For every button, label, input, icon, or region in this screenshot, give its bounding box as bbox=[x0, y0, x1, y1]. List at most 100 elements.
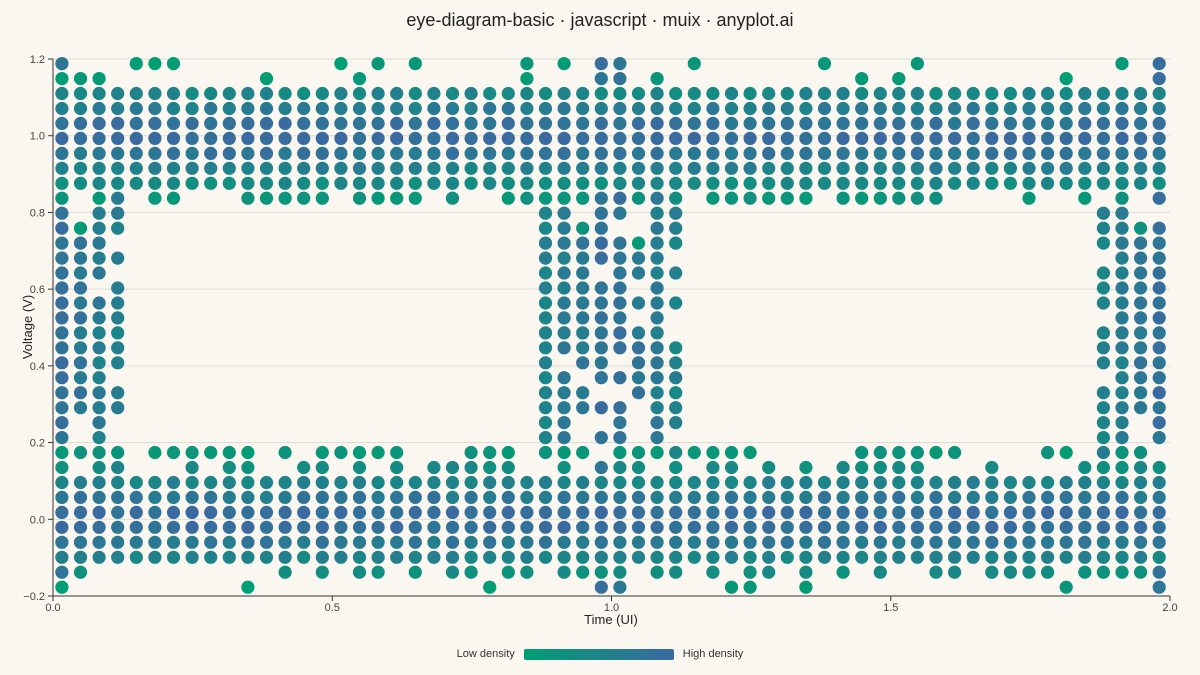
density-dot bbox=[687, 445, 701, 460]
density-dot bbox=[1003, 116, 1018, 130]
density-dot bbox=[129, 505, 143, 519]
density-dot bbox=[1152, 296, 1166, 310]
density-dot bbox=[650, 176, 664, 190]
density-dot bbox=[315, 490, 329, 504]
density-dot bbox=[334, 57, 348, 71]
density-dot bbox=[1134, 101, 1148, 116]
density-dot bbox=[743, 116, 757, 130]
density-dot bbox=[687, 146, 701, 160]
density-dot bbox=[427, 161, 441, 175]
density-dot bbox=[1115, 146, 1129, 160]
density-dot bbox=[111, 281, 125, 295]
density-dot bbox=[910, 131, 925, 145]
density-dot bbox=[669, 490, 683, 504]
density-dot bbox=[557, 236, 571, 250]
density-dot bbox=[799, 520, 813, 534]
density-dot bbox=[538, 550, 553, 564]
density-dot bbox=[1134, 505, 1148, 519]
density-dot bbox=[241, 520, 255, 534]
density-dot bbox=[966, 101, 980, 116]
density-dot bbox=[687, 57, 701, 71]
density-dot bbox=[799, 565, 813, 579]
density-dot bbox=[966, 535, 980, 549]
density-dot bbox=[1096, 266, 1110, 280]
density-dot bbox=[464, 520, 478, 534]
density-dot bbox=[1022, 535, 1036, 549]
density-dot bbox=[408, 520, 422, 534]
density-dot bbox=[501, 505, 515, 519]
density-dot bbox=[650, 251, 664, 265]
density-dot bbox=[1115, 356, 1129, 370]
density-dot bbox=[241, 550, 255, 564]
legend-high-label: High density bbox=[682, 648, 744, 660]
density-dot bbox=[334, 490, 348, 504]
density-dot bbox=[1096, 161, 1110, 175]
density-dot bbox=[148, 176, 162, 190]
density-dot bbox=[259, 505, 274, 519]
density-dot bbox=[1115, 341, 1129, 355]
density-dot bbox=[929, 131, 943, 145]
density-dot bbox=[650, 341, 664, 355]
density-dot bbox=[576, 445, 590, 460]
density-dot bbox=[352, 101, 367, 116]
density-dot bbox=[148, 475, 162, 490]
density-dot bbox=[836, 161, 850, 175]
density-dot bbox=[948, 535, 962, 549]
density-dot bbox=[1115, 191, 1129, 205]
y-tick-label-1: 0.0 bbox=[30, 514, 45, 526]
density-dot bbox=[352, 520, 367, 534]
x-tick-label-3: 1.5 bbox=[883, 602, 898, 614]
density-dot bbox=[910, 445, 925, 460]
density-dot bbox=[1134, 356, 1148, 370]
density-dot bbox=[278, 505, 292, 519]
density-dot bbox=[724, 475, 739, 490]
density-dot bbox=[111, 445, 125, 460]
density-dot bbox=[408, 57, 422, 71]
density-dot bbox=[910, 176, 925, 190]
density-dot bbox=[817, 176, 832, 190]
density-dot bbox=[538, 296, 553, 310]
density-dot bbox=[390, 475, 404, 490]
density-dot bbox=[966, 490, 980, 504]
density-dot bbox=[762, 161, 776, 175]
density-dot bbox=[371, 445, 385, 460]
density-dot bbox=[1059, 550, 1073, 564]
density-dot bbox=[111, 386, 125, 400]
density-dot bbox=[1152, 371, 1166, 385]
density-dot bbox=[520, 116, 534, 130]
density-dot bbox=[669, 161, 683, 175]
density-dot bbox=[55, 520, 69, 534]
density-dot bbox=[445, 565, 460, 579]
density-dot bbox=[1022, 131, 1036, 145]
density-dot bbox=[278, 550, 292, 564]
y-tick-label-3: 0.4 bbox=[30, 361, 45, 373]
density-dot bbox=[241, 535, 255, 549]
density-dot bbox=[985, 86, 999, 101]
density-dot bbox=[1022, 550, 1036, 564]
density-dot bbox=[148, 86, 162, 101]
density-dot bbox=[631, 445, 646, 460]
density-dot bbox=[501, 101, 515, 116]
density-dot bbox=[1059, 131, 1073, 145]
density-dot bbox=[948, 505, 962, 519]
density-dot bbox=[315, 565, 329, 579]
density-dot bbox=[557, 401, 571, 415]
density-dot bbox=[557, 550, 571, 564]
density-dot bbox=[892, 131, 906, 145]
density-dot bbox=[650, 550, 664, 564]
density-dot bbox=[873, 535, 887, 549]
density-dot bbox=[557, 296, 571, 310]
density-dot bbox=[929, 535, 943, 549]
legend-low-label: Low density bbox=[456, 648, 515, 660]
density-dot bbox=[873, 146, 887, 160]
density-dot bbox=[557, 266, 571, 280]
density-dot bbox=[1152, 520, 1166, 534]
density-dot bbox=[631, 251, 646, 265]
density-dot bbox=[166, 550, 181, 564]
density-dot bbox=[297, 475, 311, 490]
density-dot bbox=[594, 565, 608, 579]
density-dot bbox=[73, 356, 88, 370]
density-dot bbox=[445, 460, 460, 475]
density-dot bbox=[576, 251, 590, 265]
